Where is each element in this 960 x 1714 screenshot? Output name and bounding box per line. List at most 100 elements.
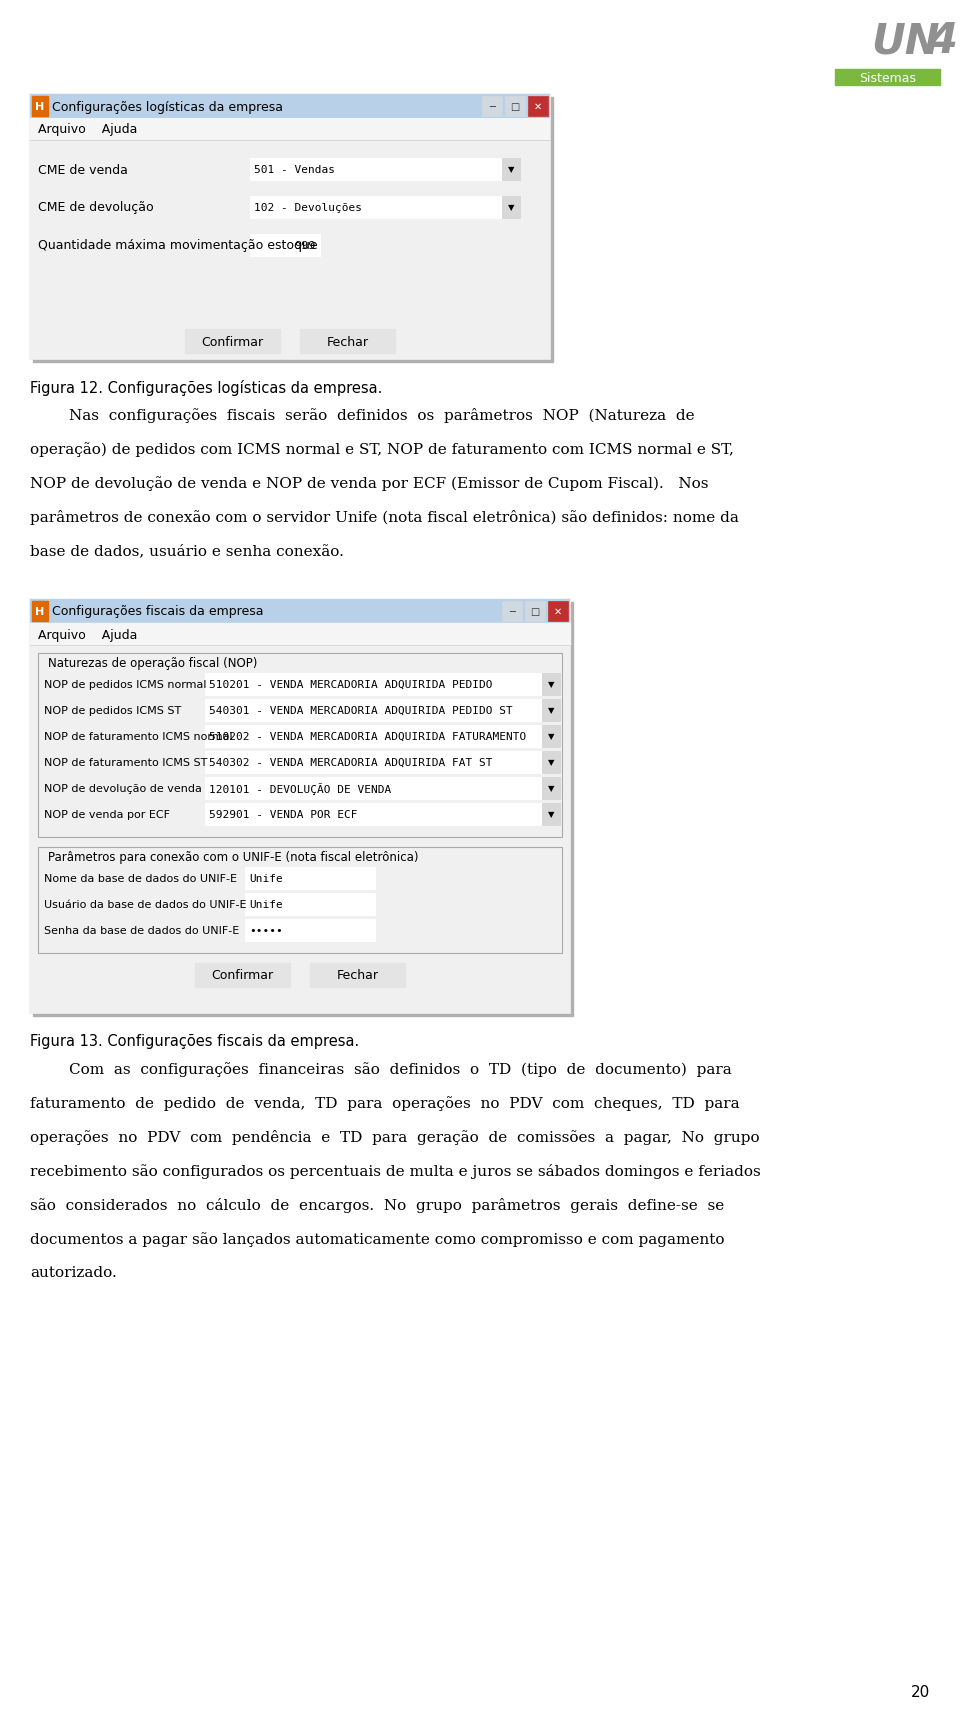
Bar <box>542 725 560 747</box>
Bar <box>30 600 570 1013</box>
Bar <box>528 98 548 117</box>
Bar <box>245 919 375 941</box>
Text: 999: 999 <box>295 242 316 250</box>
Bar <box>30 94 550 118</box>
Text: ─: ─ <box>509 607 515 617</box>
Text: 501 - Vendas: 501 - Vendas <box>254 165 335 175</box>
Bar <box>542 804 560 826</box>
Bar <box>205 778 542 799</box>
Text: operação) de pedidos com ICMS normal e ST, NOP de faturamento com ICMS normal e : operação) de pedidos com ICMS normal e S… <box>30 442 733 456</box>
Text: faturamento  de  pedido  de  venda,  TD  para  operações  no  PDV  com  cheques,: faturamento de pedido de venda, TD para … <box>30 1095 739 1111</box>
Text: NOP de venda por ECF: NOP de venda por ECF <box>44 809 170 819</box>
Bar <box>525 602 545 622</box>
Bar <box>38 653 562 838</box>
Text: Figura 12. Configurações logísticas da empresa.: Figura 12. Configurações logísticas da e… <box>30 381 382 396</box>
Text: Confirmar: Confirmar <box>211 968 274 982</box>
Bar <box>195 963 290 987</box>
Text: Nas  configurações  fiscais  serão  definidos  os  parâmetros  NOP  (Natureza  d: Nas configurações fiscais serão definido… <box>30 408 695 423</box>
Text: 510201 - VENDA MERCADORIA ADQUIRIDA PEDIDO: 510201 - VENDA MERCADORIA ADQUIRIDA PEDI… <box>209 680 492 689</box>
Bar <box>30 624 570 646</box>
Text: NOP de faturamento ICMS normal: NOP de faturamento ICMS normal <box>44 732 232 742</box>
Text: Naturezas de operação fiscal (NOP): Naturezas de operação fiscal (NOP) <box>48 656 257 670</box>
Text: •••••: ••••• <box>249 926 283 936</box>
Text: 120101 - DEVOLUÇÃO DE VENDA: 120101 - DEVOLUÇÃO DE VENDA <box>209 783 392 795</box>
Text: ✕: ✕ <box>534 101 542 111</box>
Text: ─: ─ <box>489 101 495 111</box>
Text: CME de devolução: CME de devolução <box>38 201 154 214</box>
Text: □: □ <box>511 101 519 111</box>
Bar <box>205 674 542 696</box>
Text: autorizado.: autorizado. <box>30 1265 117 1279</box>
Text: H: H <box>36 607 44 617</box>
Bar <box>205 725 542 747</box>
Text: ▼: ▼ <box>548 732 554 740</box>
Text: NOP de devolução de venda e NOP de venda por ECF (Emissor de Cupom Fiscal).   No: NOP de devolução de venda e NOP de venda… <box>30 476 708 490</box>
Bar <box>32 602 48 622</box>
Text: Unife: Unife <box>249 900 283 910</box>
Text: Arquivo    Ajuda: Arquivo Ajuda <box>38 123 137 137</box>
Bar <box>205 751 542 773</box>
Text: 540302 - VENDA MERCADORIA ADQUIRIDA FAT ST: 540302 - VENDA MERCADORIA ADQUIRIDA FAT … <box>209 758 492 768</box>
Text: documentos a pagar são lançados automaticamente como compromisso e com pagamento: documentos a pagar são lançados automati… <box>30 1231 725 1246</box>
Text: Senha da base de dados do UNIF-E: Senha da base de dados do UNIF-E <box>44 926 239 936</box>
Bar <box>33 603 573 1016</box>
Text: 592901 - VENDA POR ECF: 592901 - VENDA POR ECF <box>209 809 357 819</box>
Bar <box>542 674 560 696</box>
Bar <box>33 98 553 363</box>
Text: ▼: ▼ <box>548 783 554 794</box>
Bar <box>30 600 570 624</box>
Text: Unife: Unife <box>249 874 283 883</box>
Text: CME de venda: CME de venda <box>38 163 128 177</box>
Bar <box>505 98 525 117</box>
Bar <box>835 70 940 86</box>
Text: 510202 - VENDA MERCADORIA ADQUIRIDA FATURAMENTO: 510202 - VENDA MERCADORIA ADQUIRIDA FATU… <box>209 732 526 742</box>
Text: 540301 - VENDA MERCADORIA ADQUIRIDA PEDIDO ST: 540301 - VENDA MERCADORIA ADQUIRIDA PEDI… <box>209 706 513 715</box>
Bar <box>542 699 560 722</box>
Text: Nome da base de dados do UNIF-E: Nome da base de dados do UNIF-E <box>44 874 237 883</box>
Text: Fechar: Fechar <box>326 336 369 348</box>
Bar <box>548 602 568 622</box>
Bar <box>502 159 520 182</box>
Text: 4: 4 <box>928 21 957 62</box>
Bar <box>205 804 542 826</box>
Text: Sistemas: Sistemas <box>859 72 916 84</box>
Text: UN: UN <box>872 21 940 62</box>
Text: Configurações logísticas da empresa: Configurações logísticas da empresa <box>52 101 283 113</box>
Bar <box>185 329 280 353</box>
Text: □: □ <box>530 607 540 617</box>
Bar <box>32 98 48 117</box>
Bar <box>542 751 560 773</box>
Bar <box>310 963 405 987</box>
Text: Arquivo    Ajuda: Arquivo Ajuda <box>38 627 137 641</box>
Text: Confirmar: Confirmar <box>202 336 264 348</box>
Text: ▼: ▼ <box>548 680 554 689</box>
Bar <box>482 98 502 117</box>
Text: ▼: ▼ <box>548 811 554 819</box>
Text: NOP de pedidos ICMS ST: NOP de pedidos ICMS ST <box>44 706 181 715</box>
Bar <box>30 118 550 141</box>
Bar <box>245 867 375 890</box>
Text: Com  as  configurações  financeiras  são  definidos  o  TD  (tipo  de  documento: Com as configurações financeiras são def… <box>30 1061 732 1076</box>
Text: Quantidade máxima movimentação estoque: Quantidade máxima movimentação estoque <box>38 240 318 252</box>
Text: parâmetros de conexão com o servidor Unife (nota fiscal eletrônica) são definido: parâmetros de conexão com o servidor Uni… <box>30 509 739 524</box>
Text: 20: 20 <box>911 1685 930 1699</box>
Text: NOP de faturamento ICMS ST: NOP de faturamento ICMS ST <box>44 758 207 768</box>
Bar <box>542 778 560 799</box>
Text: ▼: ▼ <box>548 706 554 715</box>
Text: ▼: ▼ <box>508 204 515 213</box>
Text: 102 - Devoluções: 102 - Devoluções <box>254 202 362 213</box>
Bar <box>250 235 320 257</box>
Bar <box>38 847 562 953</box>
Text: ✕: ✕ <box>554 607 562 617</box>
Text: base de dados, usuário e senha conexão.: base de dados, usuário e senha conexão. <box>30 543 344 557</box>
Bar <box>30 94 550 360</box>
Text: Configurações fiscais da empresa: Configurações fiscais da empresa <box>52 605 263 619</box>
Text: Figura 13. Configurações fiscais da empresa.: Figura 13. Configurações fiscais da empr… <box>30 1034 359 1049</box>
Bar <box>502 602 522 622</box>
Text: operações  no  PDV  com  pendência  e  TD  para  geração  de  comissões  a  paga: operações no PDV com pendência e TD para… <box>30 1130 759 1145</box>
Bar <box>502 197 520 219</box>
Text: recebimento são configurados os percentuais de multa e juros se sábados domingos: recebimento são configurados os percentu… <box>30 1164 760 1178</box>
Text: Fechar: Fechar <box>337 968 378 982</box>
Text: Parâmetros para conexão com o UNIF-E (nota fiscal eletrônica): Parâmetros para conexão com o UNIF-E (no… <box>48 852 419 864</box>
Bar <box>250 159 502 182</box>
